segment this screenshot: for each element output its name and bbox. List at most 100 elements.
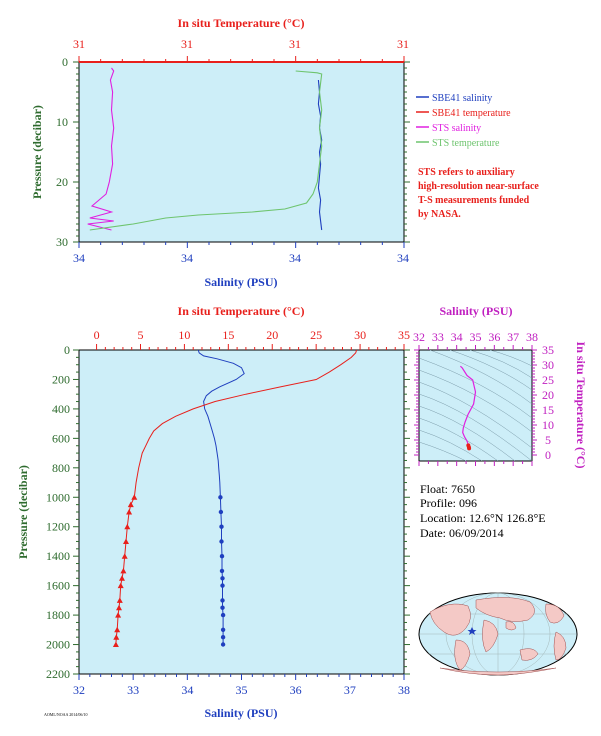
footer-tag: AOML/NOAA 2014/06/10	[44, 712, 87, 717]
location: Location: 12.6°N 126.8°E	[420, 511, 546, 525]
ts-density-contours	[419, 350, 532, 461]
p2-salinity-point	[220, 612, 226, 618]
ts-y-tick-label: 5	[545, 433, 551, 447]
p2-y-tick-label: 1600	[46, 579, 70, 593]
p2-top-tick-label: 0	[94, 328, 100, 342]
p2-y-tick-label: 1000	[46, 490, 70, 504]
legend-label-sts-temperature: STS temperature	[432, 138, 500, 149]
legend-note-line: by NASA.	[418, 209, 461, 220]
ts-x-tick-label: 38	[526, 330, 538, 344]
p1-series-sbe_sal	[317, 79, 323, 231]
world-map	[418, 592, 578, 676]
p2-bottom-tick-label: 33	[127, 683, 139, 697]
ts-plot-area	[418, 349, 533, 462]
legend-label-sbe41-salinity: SBE41 salinity	[432, 93, 492, 104]
p2-temperature-point	[119, 575, 125, 581]
p1-y-tick-label: 10	[56, 115, 68, 129]
p2-temperature-point	[114, 626, 121, 633]
p2-y-tick-label: 1800	[46, 608, 70, 622]
ts-x-tick-label: 32	[413, 330, 425, 344]
ts-y-tick-label: 0	[545, 448, 551, 462]
p2-top-tick-label: 10	[178, 328, 190, 342]
p1-series-sts_sal	[87, 67, 115, 231]
p2-bottom-axis-title: Salinity (PSU)	[204, 706, 277, 720]
p2-salinity-point	[220, 627, 226, 632]
p2-top-tick-label: 35	[398, 328, 410, 342]
p2-salinity-point	[219, 568, 225, 574]
p2-y-tick-label: 400	[52, 402, 70, 416]
p1-y-tick-label: 30	[56, 235, 68, 249]
p2-y-tick-label: 800	[52, 461, 70, 475]
legend: SBE41 salinity SBE41 temperature STS sal…	[416, 93, 539, 220]
ts-y-tick-label: 20	[542, 388, 554, 402]
p2-temperature-point	[124, 523, 131, 530]
p2-temperature-point	[126, 509, 133, 515]
p2-temperature-line	[115, 349, 358, 645]
ts-y-tick-label: 10	[542, 418, 554, 432]
p2-salinity-point	[219, 539, 224, 544]
p1-top-tick-label: 31	[397, 37, 409, 51]
p2-y-tick-label: 2200	[46, 667, 70, 681]
p2-y-axis-title: Pressure (decibar)	[16, 465, 30, 559]
p2-top-tick-label: 25	[310, 328, 322, 342]
p1-y-axis-title: Pressure (decibar)	[30, 105, 44, 199]
p2-temperature-point	[131, 494, 138, 500]
p2-y-tick-label: 2000	[46, 638, 70, 652]
ts-y-axis-title: In situ Temperature (°C)	[574, 342, 588, 469]
p2-salinity-point	[220, 598, 225, 603]
p2-temperature-point	[121, 553, 128, 559]
p2-temperature-point	[115, 612, 122, 618]
p2-salinity-point	[220, 605, 225, 610]
p2-top-tick-label: 30	[354, 328, 366, 342]
p1-axis-ticks	[73, 56, 410, 248]
p2-y-tick-label: 600	[52, 431, 70, 445]
p2-top-tick-label: 20	[266, 328, 278, 342]
p2-bottom-tick-label: 34	[181, 683, 193, 697]
ts-series-group	[459, 365, 477, 451]
p2-y-tick-label: 1200	[46, 520, 70, 534]
p2-axis-ticks: 0200400600800100012001400160018002000220…	[46, 328, 410, 697]
p1-y-tick-label: 20	[56, 175, 68, 189]
near-surface-plot-area	[78, 61, 405, 243]
p2-temperature-point	[120, 567, 127, 574]
p1-bottom-tick-label: 34	[289, 251, 301, 265]
p2-salinity-point	[218, 495, 223, 500]
p2-temperature-point	[116, 597, 123, 603]
legend-note-line: high-resolution near-surface	[418, 181, 539, 192]
p2-bottom-tick-label: 32	[73, 683, 85, 697]
p1-top-tick-label: 31	[73, 37, 85, 51]
ts-x-tick-label: 33	[432, 330, 444, 344]
p2-top-tick-label: 15	[222, 328, 234, 342]
p1-series-group	[79, 61, 404, 231]
p2-salinity-point	[220, 583, 225, 588]
p2-salinity-point	[219, 554, 225, 559]
p2-temperature-point	[112, 641, 119, 647]
ts-diagram-panel: Salinity (PSU) In situ Temperature (°C) …	[413, 304, 588, 468]
p2-salinity-point	[220, 642, 226, 647]
p1-y-tick-label: 0	[62, 55, 68, 69]
p2-bottom-tick-label: 36	[290, 683, 302, 697]
p2-temperature-point	[127, 501, 134, 508]
p1-bottom-tick-label: 34	[181, 251, 193, 265]
p1-top-tick-label: 31	[181, 37, 193, 51]
p2-bottom-tick-label: 37	[344, 683, 356, 697]
p2-salinity-point	[219, 524, 224, 529]
map-continents	[429, 597, 567, 676]
p1-series-sts_temp	[89, 70, 323, 231]
p2-top-tick-label: 5	[137, 328, 143, 342]
p2-temperature-point	[116, 604, 122, 611]
profile-number: Profile: 096	[420, 496, 477, 510]
ts-y-tick-label: 30	[542, 358, 554, 372]
p2-top-axis-title: In situ Temperature (°C)	[178, 304, 305, 318]
float-location-marker	[467, 627, 477, 635]
ts-x-tick-label: 34	[451, 330, 463, 344]
p1-bottom-tick-label: 34	[73, 251, 85, 265]
p2-salinity-point	[218, 509, 224, 515]
p2-temperature-point	[117, 582, 124, 589]
p1-top-tick-label: 31	[289, 37, 301, 51]
p2-bottom-tick-label: 35	[236, 683, 248, 697]
near-surface-panel: In situ Temperature (°C) 31 31 31 31 34 …	[30, 16, 410, 289]
